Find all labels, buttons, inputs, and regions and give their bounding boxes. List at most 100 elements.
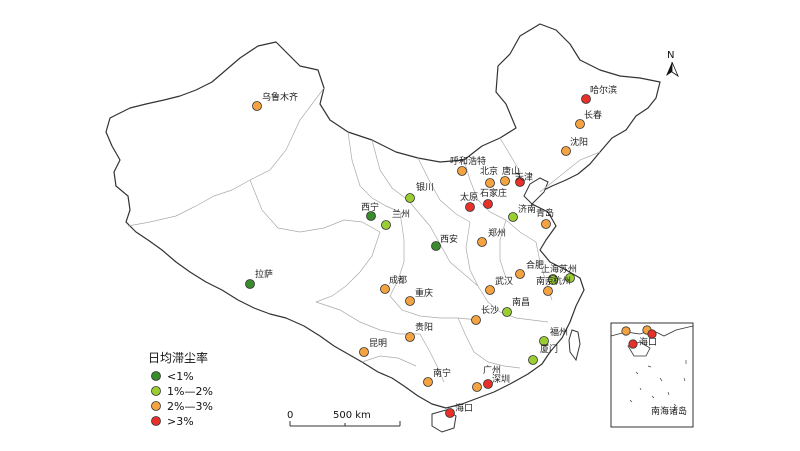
city-label: 青岛	[536, 207, 554, 219]
city-label: 郑州	[488, 227, 506, 239]
city-marker	[502, 307, 512, 317]
north-arrow: N	[666, 50, 679, 78]
city-label: 合肥	[526, 259, 544, 271]
scale-zero-label: 0	[287, 410, 293, 421]
city-marker	[245, 279, 255, 289]
legend-label: >3%	[167, 415, 194, 428]
city-marker	[561, 146, 571, 156]
city-label: 南宁	[433, 367, 451, 379]
city-marker	[483, 379, 493, 389]
city-label: 乌鲁木齐	[262, 91, 298, 103]
city-label: 石家庄	[480, 187, 507, 199]
city-marker	[405, 296, 415, 306]
city-label: 天津	[515, 172, 533, 183]
city-label: 武汉	[495, 275, 513, 287]
city-label: 拉萨	[255, 268, 273, 280]
city-marker	[465, 202, 475, 212]
city-label: 南京	[536, 275, 554, 287]
country-outline	[105, 23, 661, 409]
city-marker	[445, 408, 455, 418]
inset-map: 海口 南海诸岛	[610, 322, 694, 428]
legend-swatch	[151, 371, 161, 381]
city-marker	[515, 177, 525, 187]
city-label: 杭州	[553, 275, 571, 287]
city-label: 上海	[541, 263, 559, 275]
city-marker	[405, 332, 415, 342]
city-label: 昆明	[369, 338, 387, 349]
bohai-coast	[523, 177, 549, 205]
city-marker	[508, 212, 518, 222]
city-label: 长沙	[481, 304, 499, 316]
legend-label: 1%—2%	[167, 385, 213, 398]
legend-title: 日均滞尘率	[148, 350, 208, 365]
city-label: 西安	[440, 233, 458, 245]
inset-city-marker	[628, 339, 638, 349]
legend: 日均滞尘率 <1% 1%—2% 2%—3% >3%	[148, 350, 213, 428]
city-marker	[543, 286, 553, 296]
city-marker	[423, 377, 433, 387]
city-label: 唐山	[502, 165, 520, 177]
legend-swatch	[151, 416, 161, 426]
city-marker	[500, 176, 510, 186]
city-marker	[472, 382, 482, 392]
city-marker	[485, 178, 495, 188]
city-marker	[381, 220, 391, 230]
city-marker	[575, 119, 585, 129]
legend-label: <1%	[167, 370, 194, 383]
city-label: 贵阳	[415, 321, 433, 333]
city-marker	[485, 285, 495, 295]
city-marker	[565, 273, 575, 283]
city-label: 北京	[480, 165, 498, 177]
scale-bar: 0 500 km	[287, 410, 401, 427]
city-label: 苏州	[559, 263, 577, 275]
city-marker	[457, 166, 467, 176]
city-marker	[541, 219, 551, 229]
city-label: 长春	[584, 109, 602, 121]
city-label: 哈尔滨	[590, 84, 617, 96]
inset-frame	[610, 322, 694, 428]
inset-city-label: 海口	[639, 336, 657, 348]
scale-distance-label: 500 km	[333, 410, 371, 421]
city-marker	[380, 284, 390, 294]
legend-swatch	[151, 401, 161, 411]
city-label: 太原	[460, 191, 478, 203]
city-label: 西宁	[361, 201, 379, 213]
city-marker	[515, 269, 525, 279]
city-marker	[471, 315, 481, 325]
province-boundaries	[127, 87, 601, 383]
island-taiwan	[568, 329, 581, 362]
city-label: 银川	[416, 181, 434, 193]
north-arrow-label: N	[667, 50, 674, 61]
city-label: 南昌	[512, 296, 530, 308]
city-label: 广州	[483, 364, 501, 376]
city-marker	[366, 211, 376, 221]
city-label: 呼和浩特	[450, 155, 486, 167]
city-marker	[483, 199, 493, 209]
city-marker	[477, 237, 487, 247]
city-marker	[359, 347, 369, 357]
city-marker	[528, 355, 538, 365]
city-label: 海口	[455, 402, 473, 414]
city-marker	[539, 336, 549, 346]
city-label: 厦门	[540, 343, 558, 355]
city-label: 福州	[550, 326, 568, 338]
city-label: 沈阳	[570, 136, 588, 148]
north-arrow-icon	[666, 62, 672, 76]
city-marker	[548, 275, 558, 285]
city-label: 成都	[389, 274, 407, 286]
legend-label: 2%—3%	[167, 400, 213, 413]
legend-swatch	[151, 386, 161, 396]
city-marker	[431, 241, 441, 251]
city-label: 重庆	[415, 287, 433, 299]
city-label: 深圳	[492, 374, 510, 385]
city-marker	[405, 193, 415, 203]
city-marker	[581, 94, 591, 104]
inset-label: 南海诸岛	[651, 405, 687, 417]
city-marker	[252, 101, 262, 111]
legend-items: <1% 1%—2% 2%—3% >3%	[151, 370, 213, 428]
city-label: 济南	[518, 203, 536, 215]
city-label: 兰州	[392, 208, 410, 220]
